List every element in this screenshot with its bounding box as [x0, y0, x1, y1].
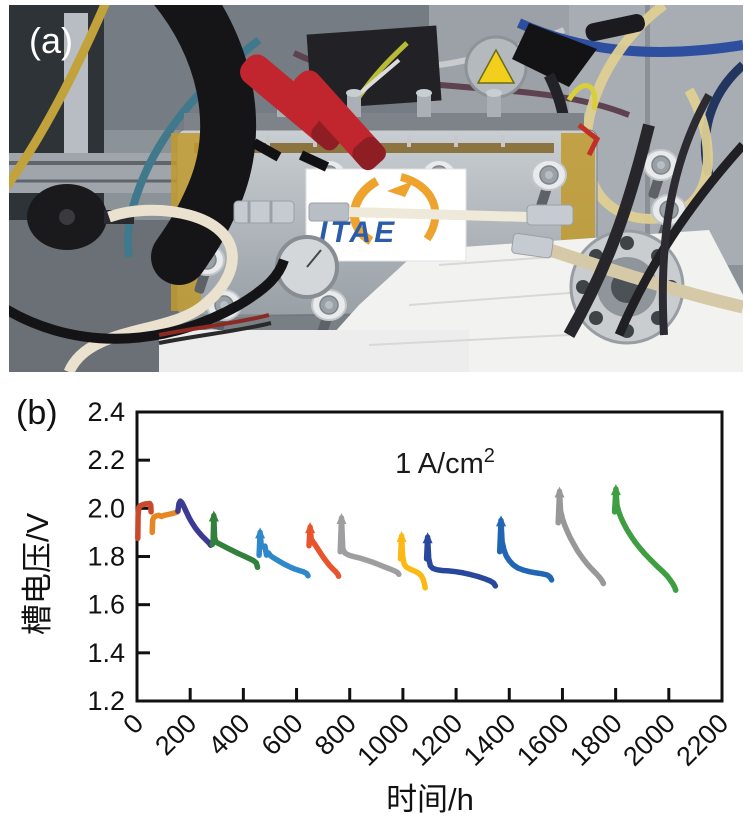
warning-triangle-sticker — [476, 48, 516, 84]
paper-towel-left — [159, 330, 469, 372]
x-tick-label: 2200 — [671, 708, 735, 772]
x-tick-label: 1000 — [351, 708, 415, 772]
series-3 — [175, 498, 214, 548]
series-12 — [611, 486, 679, 593]
red-wire-tie — [577, 123, 601, 157]
x-tick-label: 0 — [117, 708, 149, 740]
voltage-time-chart: (b) 槽电压/V 时间/h 1 A/cm2 2.4 2.2 2.0 1.8 1.6 1.… — [16, 394, 735, 817]
y-axis-label: 槽电压/V — [20, 513, 55, 636]
red-clamp-right — [292, 70, 386, 171]
series-10 — [496, 517, 555, 583]
logo-swoosh-right — [399, 173, 440, 242]
x-tick-label: 200 — [149, 708, 202, 761]
x-tick-label: 1800 — [564, 708, 628, 772]
y-tick-label: 1.2 — [87, 686, 125, 716]
x-tick-label: 1400 — [458, 708, 522, 772]
series-4 — [209, 512, 261, 571]
series-7-peak-marker — [336, 512, 347, 524]
x-tick-label: 2000 — [617, 708, 681, 772]
black-cable-1 — [563, 123, 655, 338]
x-tick-label: 1200 — [405, 708, 469, 772]
y-tick-label: 2.0 — [87, 493, 125, 523]
aluminum-extrusion — [9, 153, 184, 193]
power-connector-box — [306, 25, 442, 110]
black-wire — [158, 321, 272, 345]
y-tick-label: 2.2 — [87, 445, 125, 475]
series-10-peak-marker — [496, 515, 507, 527]
series-12-peak-marker — [610, 484, 621, 496]
y-tick-label: 2.4 — [87, 397, 125, 427]
black-hose — [151, 5, 257, 285]
clamp-jaws — [251, 138, 330, 172]
series-11 — [555, 488, 607, 587]
logo-flame — [387, 181, 413, 197]
series-8 — [397, 533, 428, 591]
series-7 — [337, 515, 402, 578]
series-6-peak-marker — [305, 522, 316, 534]
series-6 — [306, 524, 342, 579]
beige-tube-fitting — [511, 233, 554, 259]
panel-b-label: (b) — [16, 394, 58, 432]
compression-fitting-right — [526, 204, 574, 226]
series-4-peak-marker — [208, 510, 219, 522]
x-axis-label: 时间/h — [386, 782, 474, 817]
series-5-peak-marker — [255, 527, 266, 539]
compression-fitting — [233, 200, 350, 224]
red-wire — [158, 313, 270, 337]
y-tick-label: 1.6 — [87, 590, 125, 620]
white-tube — [348, 207, 530, 222]
top-stud — [486, 89, 502, 117]
series-9-peak-marker — [422, 532, 433, 544]
series-8-peak-marker — [396, 531, 407, 543]
series-2 — [149, 509, 180, 536]
x-tick-label: 600 — [256, 708, 309, 761]
top-stud — [416, 89, 432, 117]
black-tube-bottom — [9, 258, 289, 344]
y-tick-label: 1.8 — [87, 542, 125, 572]
black-cable-2 — [614, 141, 743, 337]
series-11-peak-marker — [554, 486, 565, 498]
x-tick-label: 400 — [203, 708, 256, 761]
current-density-annotation: 1 A/cm2 — [395, 445, 495, 480]
yellow-wire-loop — [566, 83, 598, 111]
series-9 — [423, 534, 499, 589]
panel-a-label: (a) — [29, 20, 73, 61]
x-tick-label: 1600 — [511, 708, 575, 772]
black-cable-3 — [658, 93, 713, 336]
series-1 — [135, 500, 154, 542]
electrolyzer-photo: ITAE — [9, 5, 743, 372]
y-tick-label: 1.4 — [87, 638, 125, 668]
series-5 — [256, 529, 311, 579]
yellow-tube — [9, 5, 110, 191]
